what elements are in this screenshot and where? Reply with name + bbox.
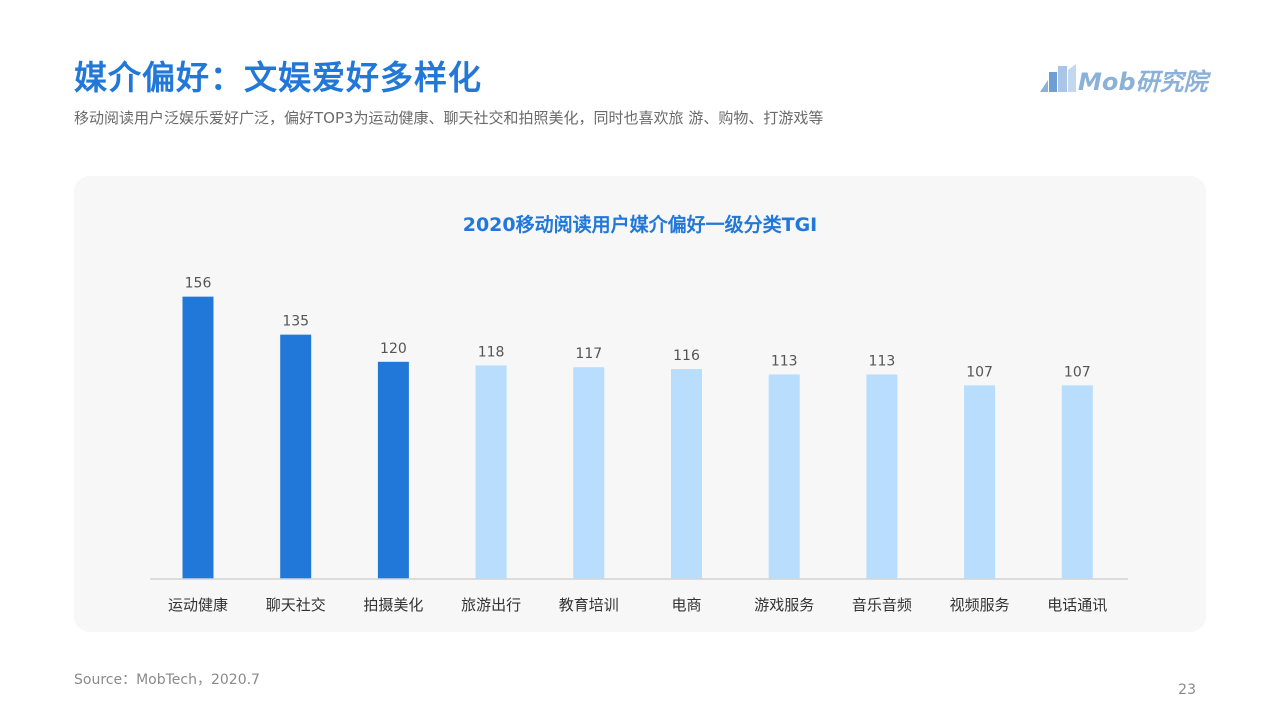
x-tick-label: 音乐音频	[852, 596, 912, 614]
x-tick-label: 运动健康	[168, 596, 228, 614]
x-tick-label: 电话通讯	[1047, 596, 1107, 614]
mob-building-logo-icon	[1040, 64, 1076, 92]
bar	[768, 374, 800, 579]
bar	[377, 361, 409, 579]
bar	[475, 365, 507, 579]
data-label: 135	[282, 314, 309, 330]
page-subtitle: 移动阅读用户泛娱乐爱好广泛，偏好TOP3为运动健康、聊天社交和拍照美化，同时也喜…	[74, 109, 824, 127]
data-label: 156	[185, 276, 212, 292]
data-label: 118	[478, 344, 505, 360]
chart-panel: 2020移动阅读用户媒介偏好一级分类TGI 156 运动健康 135 聊天社交 120 拍…	[74, 176, 1206, 632]
bar	[1061, 385, 1093, 579]
x-tick-label: 旅游出行	[461, 596, 521, 614]
x-tick-label: 游戏服务	[754, 596, 814, 614]
page-title: 媒介偏好：文娱爱好多样化	[74, 58, 482, 97]
x-tick-label: 聊天社交	[266, 596, 326, 614]
logo-text: Mob研究院	[1078, 68, 1208, 96]
bar	[280, 334, 312, 579]
x-tick-label: 电商	[671, 596, 701, 614]
data-label: 107	[1064, 364, 1091, 380]
data-label: 120	[380, 341, 407, 357]
data-label: 113	[771, 353, 798, 369]
mob-logo: Mob研究院	[1038, 62, 1210, 102]
page-number: 23	[1178, 682, 1196, 698]
data-label: 107	[966, 364, 993, 380]
data-label: 113	[869, 353, 896, 369]
bar	[671, 369, 702, 579]
bar	[182, 296, 214, 579]
bar-chart: 156 运动健康 135 聊天社交 120 拍摄美化 118 旅游出行 117 教育培训 116 电商…	[150, 276, 1128, 614]
source-note: Source：MobTech，2020.7	[74, 672, 260, 688]
x-tick-label: 视频服务	[950, 596, 1010, 614]
bar	[866, 374, 898, 579]
data-label: 116	[673, 348, 700, 364]
bar	[573, 367, 605, 579]
x-tick-label: 教育培训	[559, 596, 619, 614]
chart-title: 2020移动阅读用户媒介偏好一级分类TGI	[462, 214, 818, 236]
x-tick-label: 拍摄美化	[363, 596, 423, 614]
bar	[964, 385, 996, 579]
data-label: 117	[575, 346, 602, 362]
